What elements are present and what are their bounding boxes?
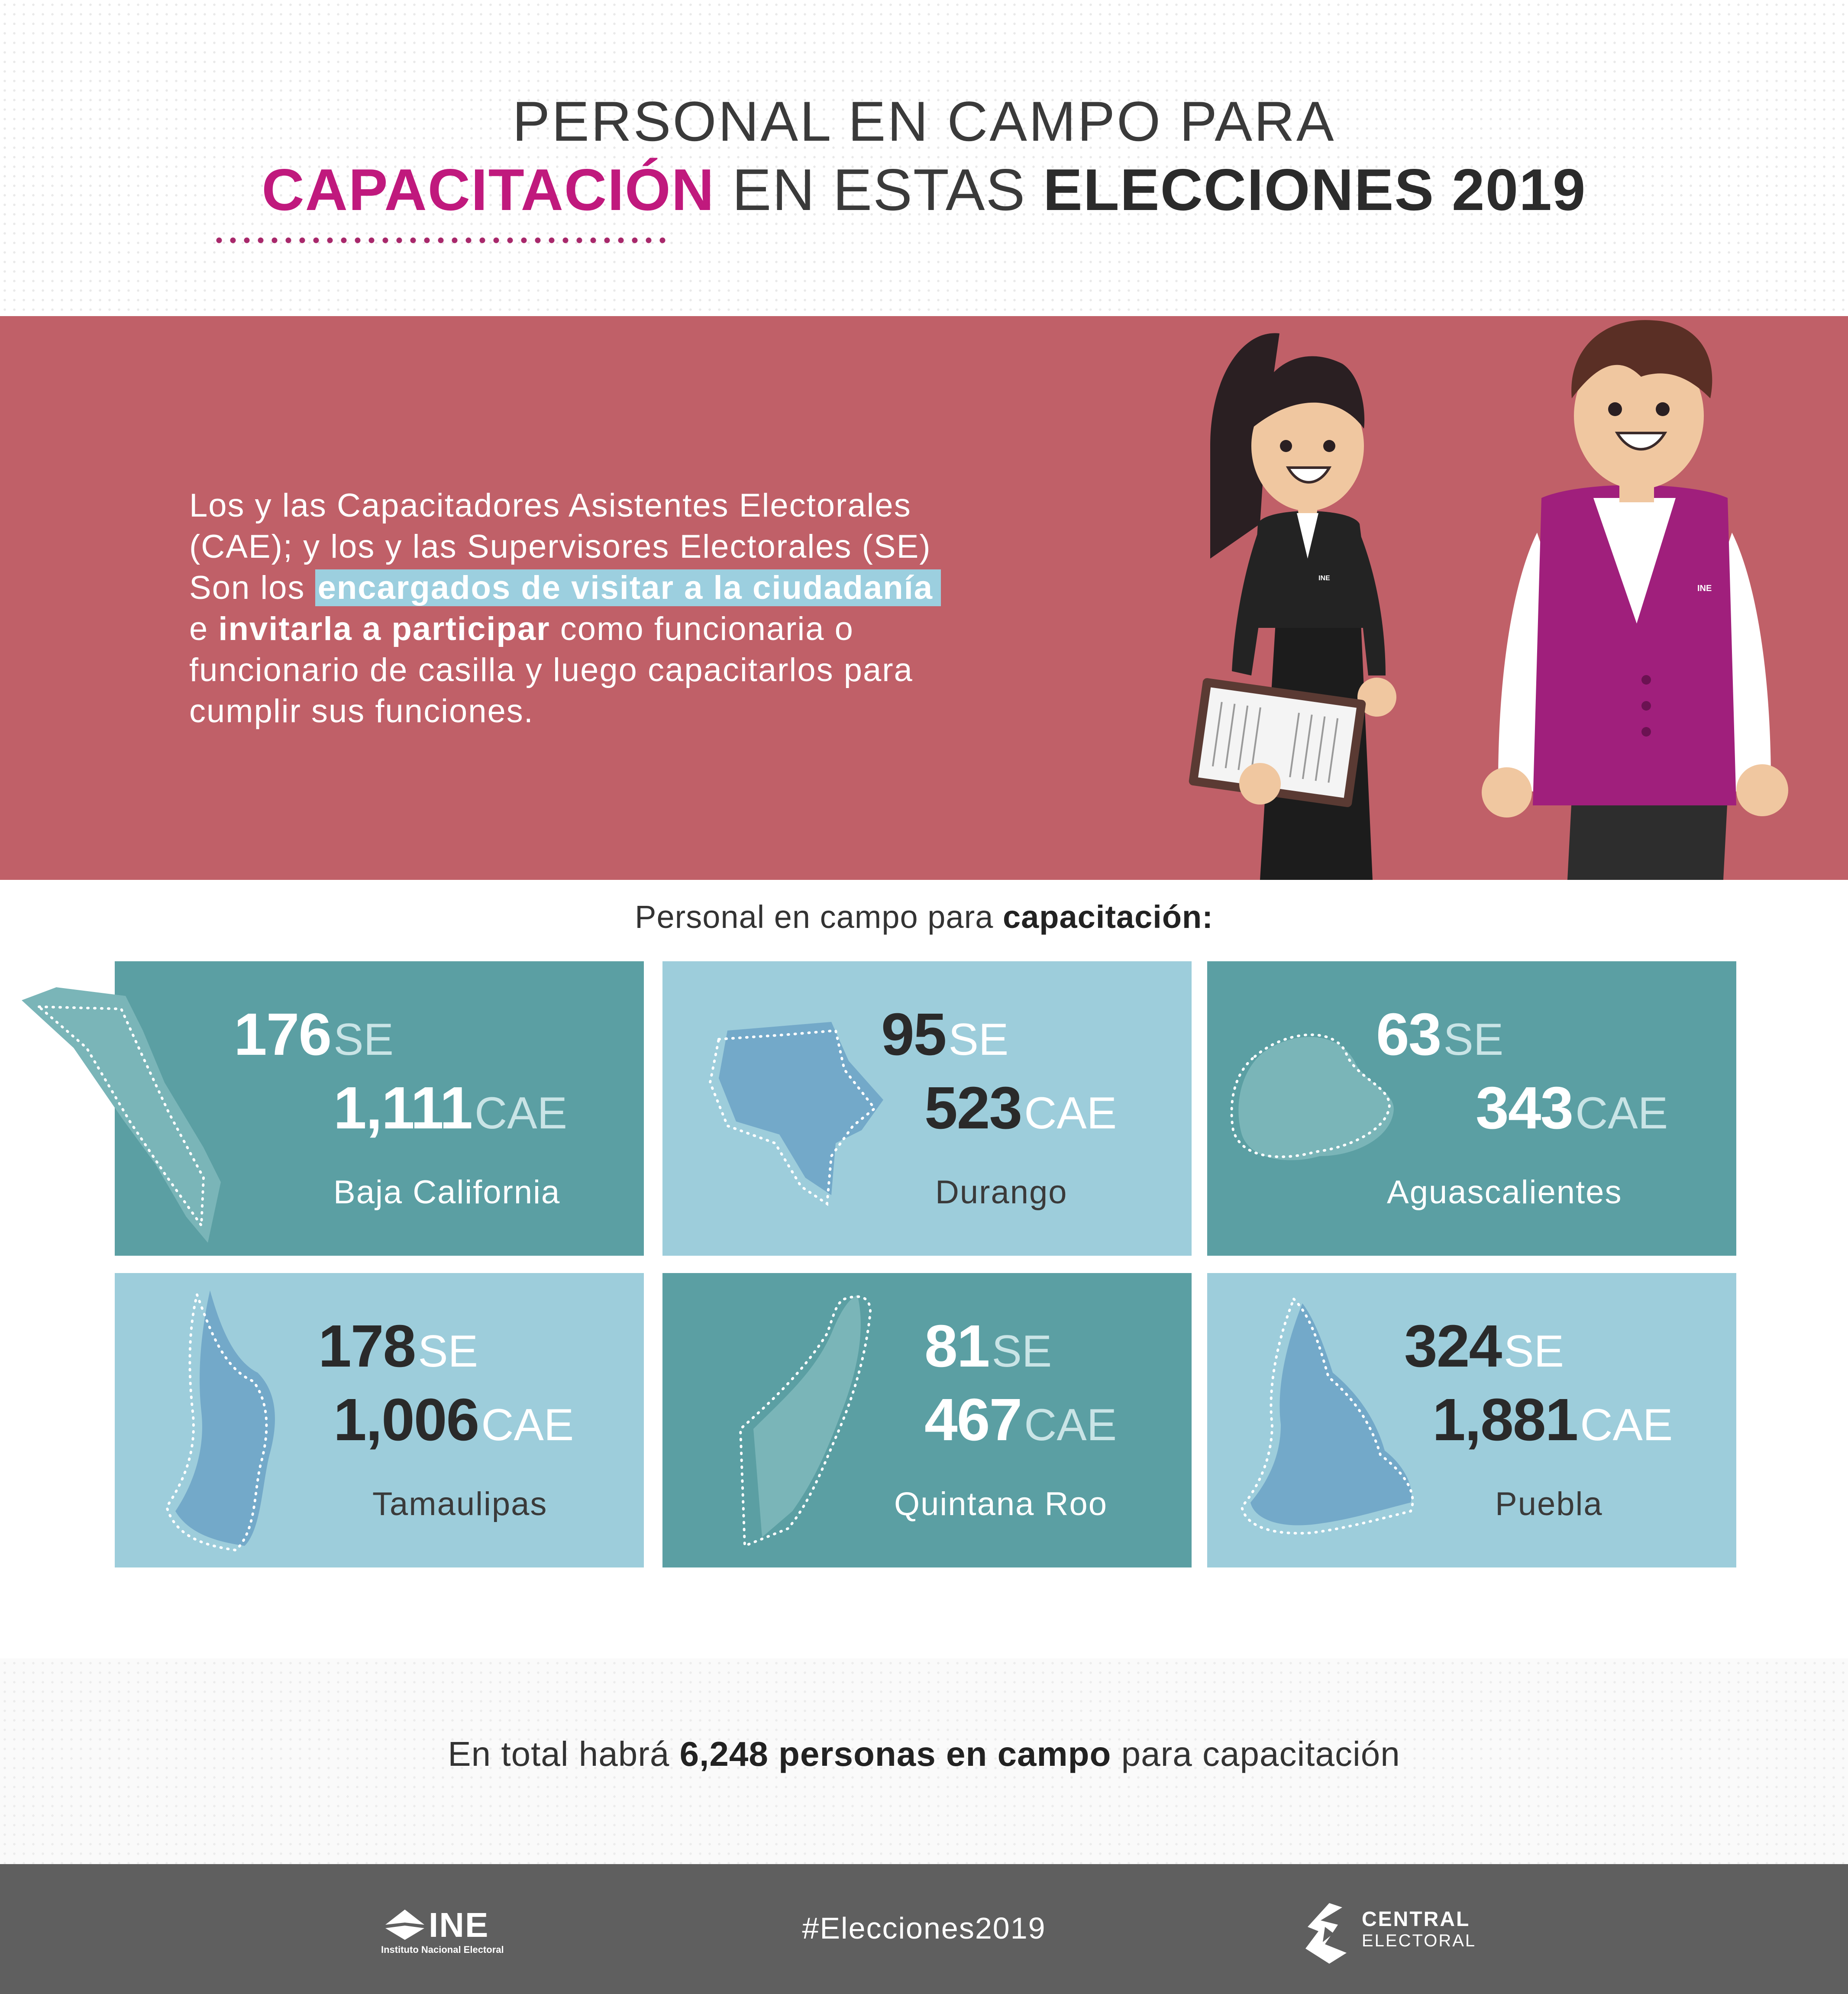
cae-count: 1,881CAE <box>1432 1390 1673 1450</box>
total-summary: En total habrá 6,248 personas en campo p… <box>0 1734 1848 1774</box>
state-name: Baja California <box>333 1174 561 1211</box>
state-card-quintana-roo: 81SE 467CAE Quintana Roo <box>662 1273 1192 1567</box>
ine-logo[interactable]: INE Instituto Nacional Electoral <box>381 1905 537 1957</box>
hero-text-span: Son los <box>189 569 315 606</box>
hero-line: Son los encargados de visitar a la ciuda… <box>189 567 1034 608</box>
se-unit: SE <box>1443 1015 1504 1065</box>
title-line-1: PERSONAL EN CAMPO PARA <box>512 90 1336 153</box>
se-value: 324 <box>1404 1313 1502 1380</box>
title-mid: EN ESTAS <box>714 157 1044 223</box>
cae-unit: CAE <box>1580 1400 1673 1450</box>
hero-line: Los y las Capacitadores Asistentes Elect… <box>189 487 911 524</box>
se-count: 95SE <box>881 1005 1008 1064</box>
total-bold: 6,248 personas en campo <box>679 1735 1111 1773</box>
man-illustration: INE <box>1482 320 1788 880</box>
woman-badge: INE <box>1318 575 1330 582</box>
puebla-map-icon <box>1240 1296 1414 1535</box>
characters-illustration: INE INE <box>1189 320 1788 880</box>
hero-line: cumplir sus funciones. <box>189 693 534 730</box>
state-name: Aguascalientes <box>1387 1174 1622 1211</box>
central-electoral-emblem-icon <box>1305 1903 1347 1964</box>
se-count: 176SE <box>234 1005 394 1064</box>
cae-unit: CAE <box>1024 1088 1117 1138</box>
se-value: 95 <box>881 1001 947 1068</box>
cae-unit: CAE <box>475 1088 567 1138</box>
total-text: En total habrá <box>448 1735 680 1773</box>
title-bold: ELECCIONES 2019 <box>1043 157 1586 223</box>
central-electoral-logo[interactable]: CENTRAL ELECTORAL <box>1299 1901 1481 1966</box>
se-count: 81SE <box>924 1316 1052 1376</box>
se-count: 324SE <box>1404 1316 1564 1376</box>
title-highlight: CAPACITACIÓN <box>262 157 715 223</box>
state-name: Durango <box>935 1174 1068 1211</box>
se-unit: SE <box>1504 1326 1564 1377</box>
ine-wordmark: INE <box>429 1906 489 1944</box>
cae-value: 1,006 <box>333 1386 479 1453</box>
dotted-divider <box>212 237 667 243</box>
central-electoral-word-2: ELECTORAL <box>1362 1931 1476 1950</box>
hero-description: Los y las Capacitadores Asistentes Elect… <box>189 485 1034 732</box>
se-value: 176 <box>234 1001 332 1068</box>
cae-value: 467 <box>924 1386 1022 1453</box>
state-name: Quintana Roo <box>894 1486 1108 1522</box>
hero-text-span: como funcionaria o <box>550 611 854 647</box>
central-electoral-word-1: CENTRAL <box>1362 1908 1470 1931</box>
se-unit: SE <box>992 1326 1052 1377</box>
se-value: 81 <box>924 1313 990 1380</box>
hero-text-span: e <box>189 611 219 647</box>
hero-line: e invitarla a participar como funcionari… <box>189 608 1034 650</box>
se-value: 63 <box>1376 1001 1441 1068</box>
se-count: 178SE <box>318 1316 478 1376</box>
title-line-2: CAPACITACIÓN EN ESTAS ELECCIONES 2019 <box>0 160 1848 219</box>
cae-count: 523CAE <box>924 1078 1117 1138</box>
ine-subtitle: Instituto Nacional Electoral <box>381 1944 504 1955</box>
hero-highlight: encargados de visitar a la ciudadanía <box>315 569 941 606</box>
se-count: 63SE <box>1376 1005 1503 1064</box>
cae-value: 343 <box>1476 1075 1573 1141</box>
cae-count: 343CAE <box>1476 1078 1668 1138</box>
state-name: Tamaulipas <box>372 1486 548 1522</box>
state-card-tamaulipas: 178SE 1,006CAE Tamaulipas <box>115 1273 644 1567</box>
state-card-baja-california: 176SE 1,111CAE Baja California <box>22 961 644 1256</box>
section-subtitle: Personal en campo para capacitación: <box>0 898 1848 935</box>
cae-value: 1,111 <box>333 1075 473 1141</box>
cae-unit: CAE <box>481 1400 574 1450</box>
state-name: Puebla <box>1495 1486 1603 1522</box>
hashtag[interactable]: #Elecciones2019 <box>802 1911 1046 1945</box>
cae-value: 523 <box>924 1075 1022 1141</box>
cae-count: 467CAE <box>924 1390 1117 1450</box>
state-card-puebla: 324SE 1,881CAE Puebla <box>1207 1273 1736 1567</box>
aguascalientes-map-icon <box>1230 1033 1394 1160</box>
se-unit: SE <box>333 1015 394 1065</box>
cae-unit: CAE <box>1575 1088 1668 1138</box>
ine-emblem-icon <box>385 1910 424 1940</box>
baja-california-map-icon <box>22 987 221 1243</box>
se-unit: SE <box>418 1326 478 1377</box>
man-badge: INE <box>1697 584 1712 593</box>
subtitle-bold: capacitación: <box>1002 899 1213 935</box>
hero-bold: invitarla a participar <box>218 611 550 647</box>
quintana-roo-map-icon <box>739 1295 872 1548</box>
se-value: 178 <box>318 1313 416 1380</box>
durango-map-icon <box>708 1022 883 1206</box>
total-band: En total habrá 6,248 personas en campo p… <box>0 1658 1848 1864</box>
footer: INE Instituto Nacional Electoral #Elecci… <box>0 1864 1848 1994</box>
se-unit: SE <box>948 1015 1009 1065</box>
cae-unit: CAE <box>1024 1400 1117 1450</box>
cae-count: 1,006CAE <box>333 1390 574 1450</box>
cae-count: 1,111CAE <box>333 1078 567 1138</box>
state-card-aguascalientes: 63SE 343CAE Aguascalientes <box>1207 961 1736 1256</box>
total-text: para capacitación <box>1111 1735 1400 1773</box>
hero-banner: Los y las Capacitadores Asistentes Elect… <box>0 316 1848 880</box>
cae-value: 1,881 <box>1432 1386 1578 1453</box>
hero-line: funcionario de casilla y luego capacitar… <box>189 652 913 688</box>
header: PERSONAL EN CAMPO PARA CAPACITACIÓN EN E… <box>0 0 1848 316</box>
subtitle-text: Personal en campo para <box>635 899 1003 935</box>
woman-illustration: INE <box>1189 333 1396 880</box>
state-card-durango: 95SE 523CAE Durango <box>662 961 1192 1256</box>
hero-line: (CAE); y los y las Supervisores Electora… <box>189 528 931 565</box>
tamaulipas-map-icon <box>165 1290 275 1552</box>
